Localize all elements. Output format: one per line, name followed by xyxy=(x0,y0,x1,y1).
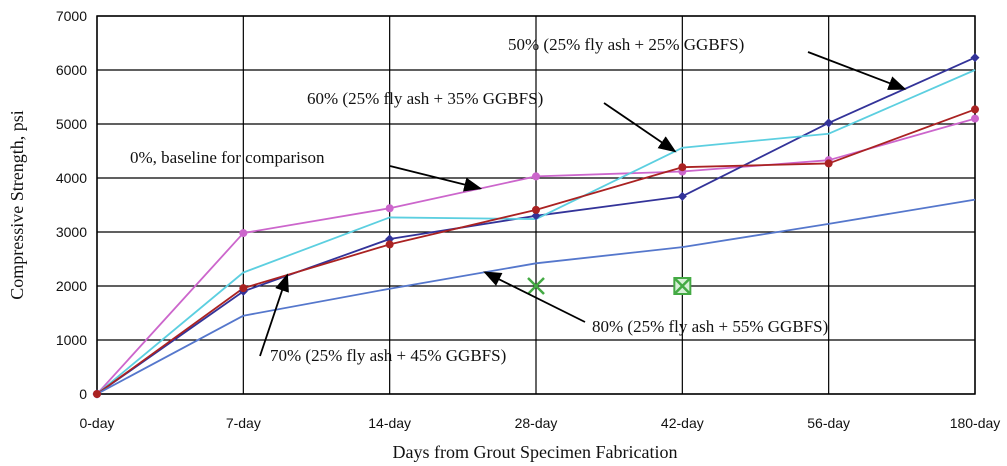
data-point xyxy=(385,240,394,249)
data-point xyxy=(824,118,834,128)
data-point xyxy=(239,229,248,238)
annotation-label: 50% (25% fly ash + 25% GGBFS) xyxy=(508,35,744,54)
annotation-label: 0%, baseline for comparison xyxy=(130,148,325,167)
extra-data-point xyxy=(673,277,692,295)
data-point xyxy=(93,390,101,398)
data-point xyxy=(970,53,980,63)
y-tick-label: 4000 xyxy=(56,170,87,186)
y-tick-label: 2000 xyxy=(56,278,87,294)
y-tick-label: 0 xyxy=(79,386,87,402)
y-tick-label: 3000 xyxy=(56,224,87,240)
x-tick-label: 28-day xyxy=(515,415,558,431)
x-axis-title: Days from Grout Specimen Fabrication xyxy=(393,442,678,462)
y-tick-label: 5000 xyxy=(56,116,87,132)
axes: 0 1000 2000 3000 4000 5000 6000 7000 0-day 7-day 1… xyxy=(56,8,1000,431)
x-tick-label: 180-day xyxy=(950,415,1001,431)
annotation-arrow xyxy=(389,165,483,192)
extra-data-point xyxy=(527,277,545,295)
annotation-arrow xyxy=(483,271,586,323)
data-point xyxy=(971,105,979,114)
data-point xyxy=(239,284,248,293)
x-tick-label: 0-day xyxy=(79,415,114,431)
x-tick-label: 42-day xyxy=(661,415,704,431)
grid xyxy=(96,15,976,395)
data-point xyxy=(531,211,541,221)
x-tick-label: 7-day xyxy=(226,415,261,431)
y-tick-label: 6000 xyxy=(56,62,87,78)
data-point xyxy=(678,163,687,172)
annotations: 50% (25% fly ash + 25% GGBFS) 60% (25% fl… xyxy=(130,35,907,365)
annotation-arrow xyxy=(259,273,289,357)
data-point xyxy=(532,172,540,181)
y-axis-title: Compressive Strength, psi xyxy=(7,110,27,300)
y-tick-label: 1000 xyxy=(56,332,87,348)
annotation-arrow xyxy=(603,102,677,153)
series-line xyxy=(96,198,976,395)
data-point xyxy=(677,191,687,201)
annotation-label: 60% (25% fly ash + 35% GGBFS) xyxy=(307,89,543,108)
y-tick-label: 7000 xyxy=(56,8,87,24)
data-point xyxy=(971,114,979,123)
annotation-label: 70% (25% fly ash + 45% GGBFS) xyxy=(270,346,506,365)
data-point xyxy=(385,204,394,213)
data-point xyxy=(824,159,833,168)
annotation-arrow xyxy=(807,51,907,90)
x-tick-label: 14-day xyxy=(368,415,411,431)
series-markers xyxy=(92,53,980,399)
data-point xyxy=(532,205,540,214)
x-tick-label: 56-day xyxy=(807,415,850,431)
plot-frame xyxy=(96,15,976,395)
annotation-label: 80% (25% fly ash + 55% GGBFS) xyxy=(592,317,828,336)
